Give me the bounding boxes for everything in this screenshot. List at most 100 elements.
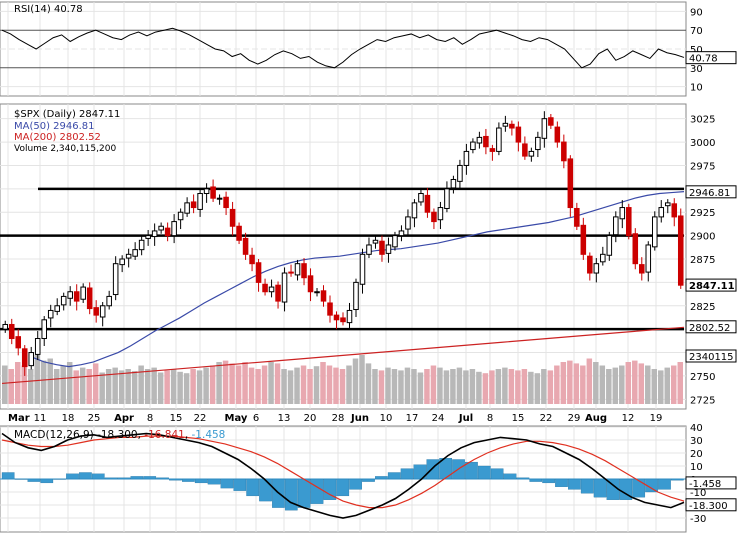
candle-body — [509, 123, 515, 129]
macd-histogram-bar — [40, 478, 54, 484]
candle-body — [379, 240, 385, 255]
volume-bar — [40, 360, 47, 404]
volume-bar — [417, 372, 424, 404]
candle-body — [301, 263, 307, 279]
volume-bar — [196, 370, 203, 404]
candle-body — [548, 117, 554, 126]
macd-hist-tag — [685, 476, 737, 490]
price-tick-label: 2900 — [690, 232, 715, 243]
volume-bar — [99, 372, 105, 404]
volume-bar — [489, 370, 495, 404]
x-tick-label: 25 — [88, 413, 101, 424]
candle-body — [489, 148, 496, 152]
volume-bar — [411, 369, 417, 404]
candle-body — [164, 227, 171, 237]
macd-histogram-bar — [593, 478, 607, 498]
candle-body — [366, 244, 372, 255]
candle-body — [314, 291, 320, 294]
legend-ma50: MA(50) 2946.81 — [14, 121, 95, 132]
macd-histogram-bar — [400, 468, 414, 480]
volume-bar — [502, 367, 508, 404]
macd-histogram-bar — [465, 461, 478, 480]
candle-body — [268, 286, 275, 293]
volume-bar — [190, 369, 196, 404]
macd-value-tag — [685, 498, 737, 512]
candle-body — [476, 136, 483, 144]
x-tick-label: 11 — [34, 413, 47, 424]
x-tick-label: 19 — [650, 413, 663, 424]
macd-histogram-bar — [670, 478, 684, 481]
candle-body — [223, 196, 229, 209]
volume-bar — [508, 369, 515, 404]
volume-bar — [632, 360, 638, 404]
volume-bar — [599, 365, 606, 404]
x-tick-label: 8 — [487, 413, 493, 424]
rsi-tick-label: 50 — [690, 45, 703, 56]
candle-body — [619, 207, 626, 220]
candle-body — [242, 237, 249, 255]
candle-body — [418, 193, 424, 203]
volume-bar — [495, 369, 502, 404]
volume-bar — [378, 370, 385, 404]
volume-bar — [547, 370, 554, 404]
macd-layer — [0, 432, 686, 519]
x-tick-label: 18 — [62, 413, 75, 424]
volume-bar — [541, 369, 547, 404]
candle-body — [372, 239, 379, 244]
candle-body — [450, 178, 457, 189]
volume-bar — [528, 371, 534, 404]
volume-bar — [671, 365, 677, 404]
volume-bar — [2, 365, 8, 404]
volume-bar — [177, 371, 183, 404]
volume-bar — [86, 369, 92, 404]
x-tick-label: 22 — [194, 413, 207, 424]
macd-histogram-bar — [182, 478, 195, 482]
candle-body — [249, 254, 255, 265]
candle-body — [327, 302, 333, 316]
volume-bar — [131, 371, 138, 404]
candle-body — [353, 281, 359, 311]
ma200-line — [1, 326, 685, 385]
candle-body — [405, 216, 411, 230]
volume-bar — [638, 363, 645, 404]
volume-bar — [229, 363, 235, 404]
volume-bar — [112, 367, 118, 404]
x-tick-label: 10 — [380, 413, 393, 424]
volume-bar — [476, 371, 482, 404]
rsi-tick-label: 90 — [690, 7, 703, 18]
last-price-tag-text: 2847.11 — [689, 281, 735, 292]
volume-bar — [164, 370, 170, 404]
candle-body — [470, 141, 476, 151]
volume-bar — [79, 367, 86, 404]
volume-bar — [469, 369, 476, 404]
price-tick-label: 2750 — [690, 372, 715, 383]
volume-bar — [21, 365, 27, 404]
candle-body — [171, 221, 177, 237]
macd-tick-label: -30 — [690, 514, 706, 525]
volume-bar — [281, 369, 287, 404]
x-tick-label: Apr — [114, 413, 134, 424]
candle-body — [632, 233, 639, 265]
macd-histogram-bar — [233, 478, 247, 491]
candle-body — [535, 136, 541, 151]
volume-bar — [567, 360, 573, 404]
volume-bar — [534, 373, 541, 404]
candle-body — [197, 193, 203, 210]
macd-label: MACD(12,26,9) -18.300, -16.841, -1.458 — [14, 429, 225, 441]
candle-body — [463, 150, 470, 166]
volume-layer — [2, 355, 683, 404]
macd-histogram-bar — [323, 478, 337, 500]
price-tick-label: 3000 — [690, 138, 715, 149]
volume-bar — [287, 370, 294, 404]
candle-body — [2, 323, 9, 330]
volume-bar — [398, 370, 404, 404]
macd-histogram-bar — [297, 478, 311, 508]
candle-body — [346, 309, 353, 324]
volume-bar — [53, 369, 60, 404]
volume-bar — [261, 365, 268, 404]
macd-histogram-bar — [375, 476, 388, 480]
candle-body — [483, 135, 489, 148]
macd-histogram-bar — [362, 478, 375, 482]
volume-bar — [8, 369, 14, 404]
volume-tag-text: 2340115 — [689, 352, 734, 363]
